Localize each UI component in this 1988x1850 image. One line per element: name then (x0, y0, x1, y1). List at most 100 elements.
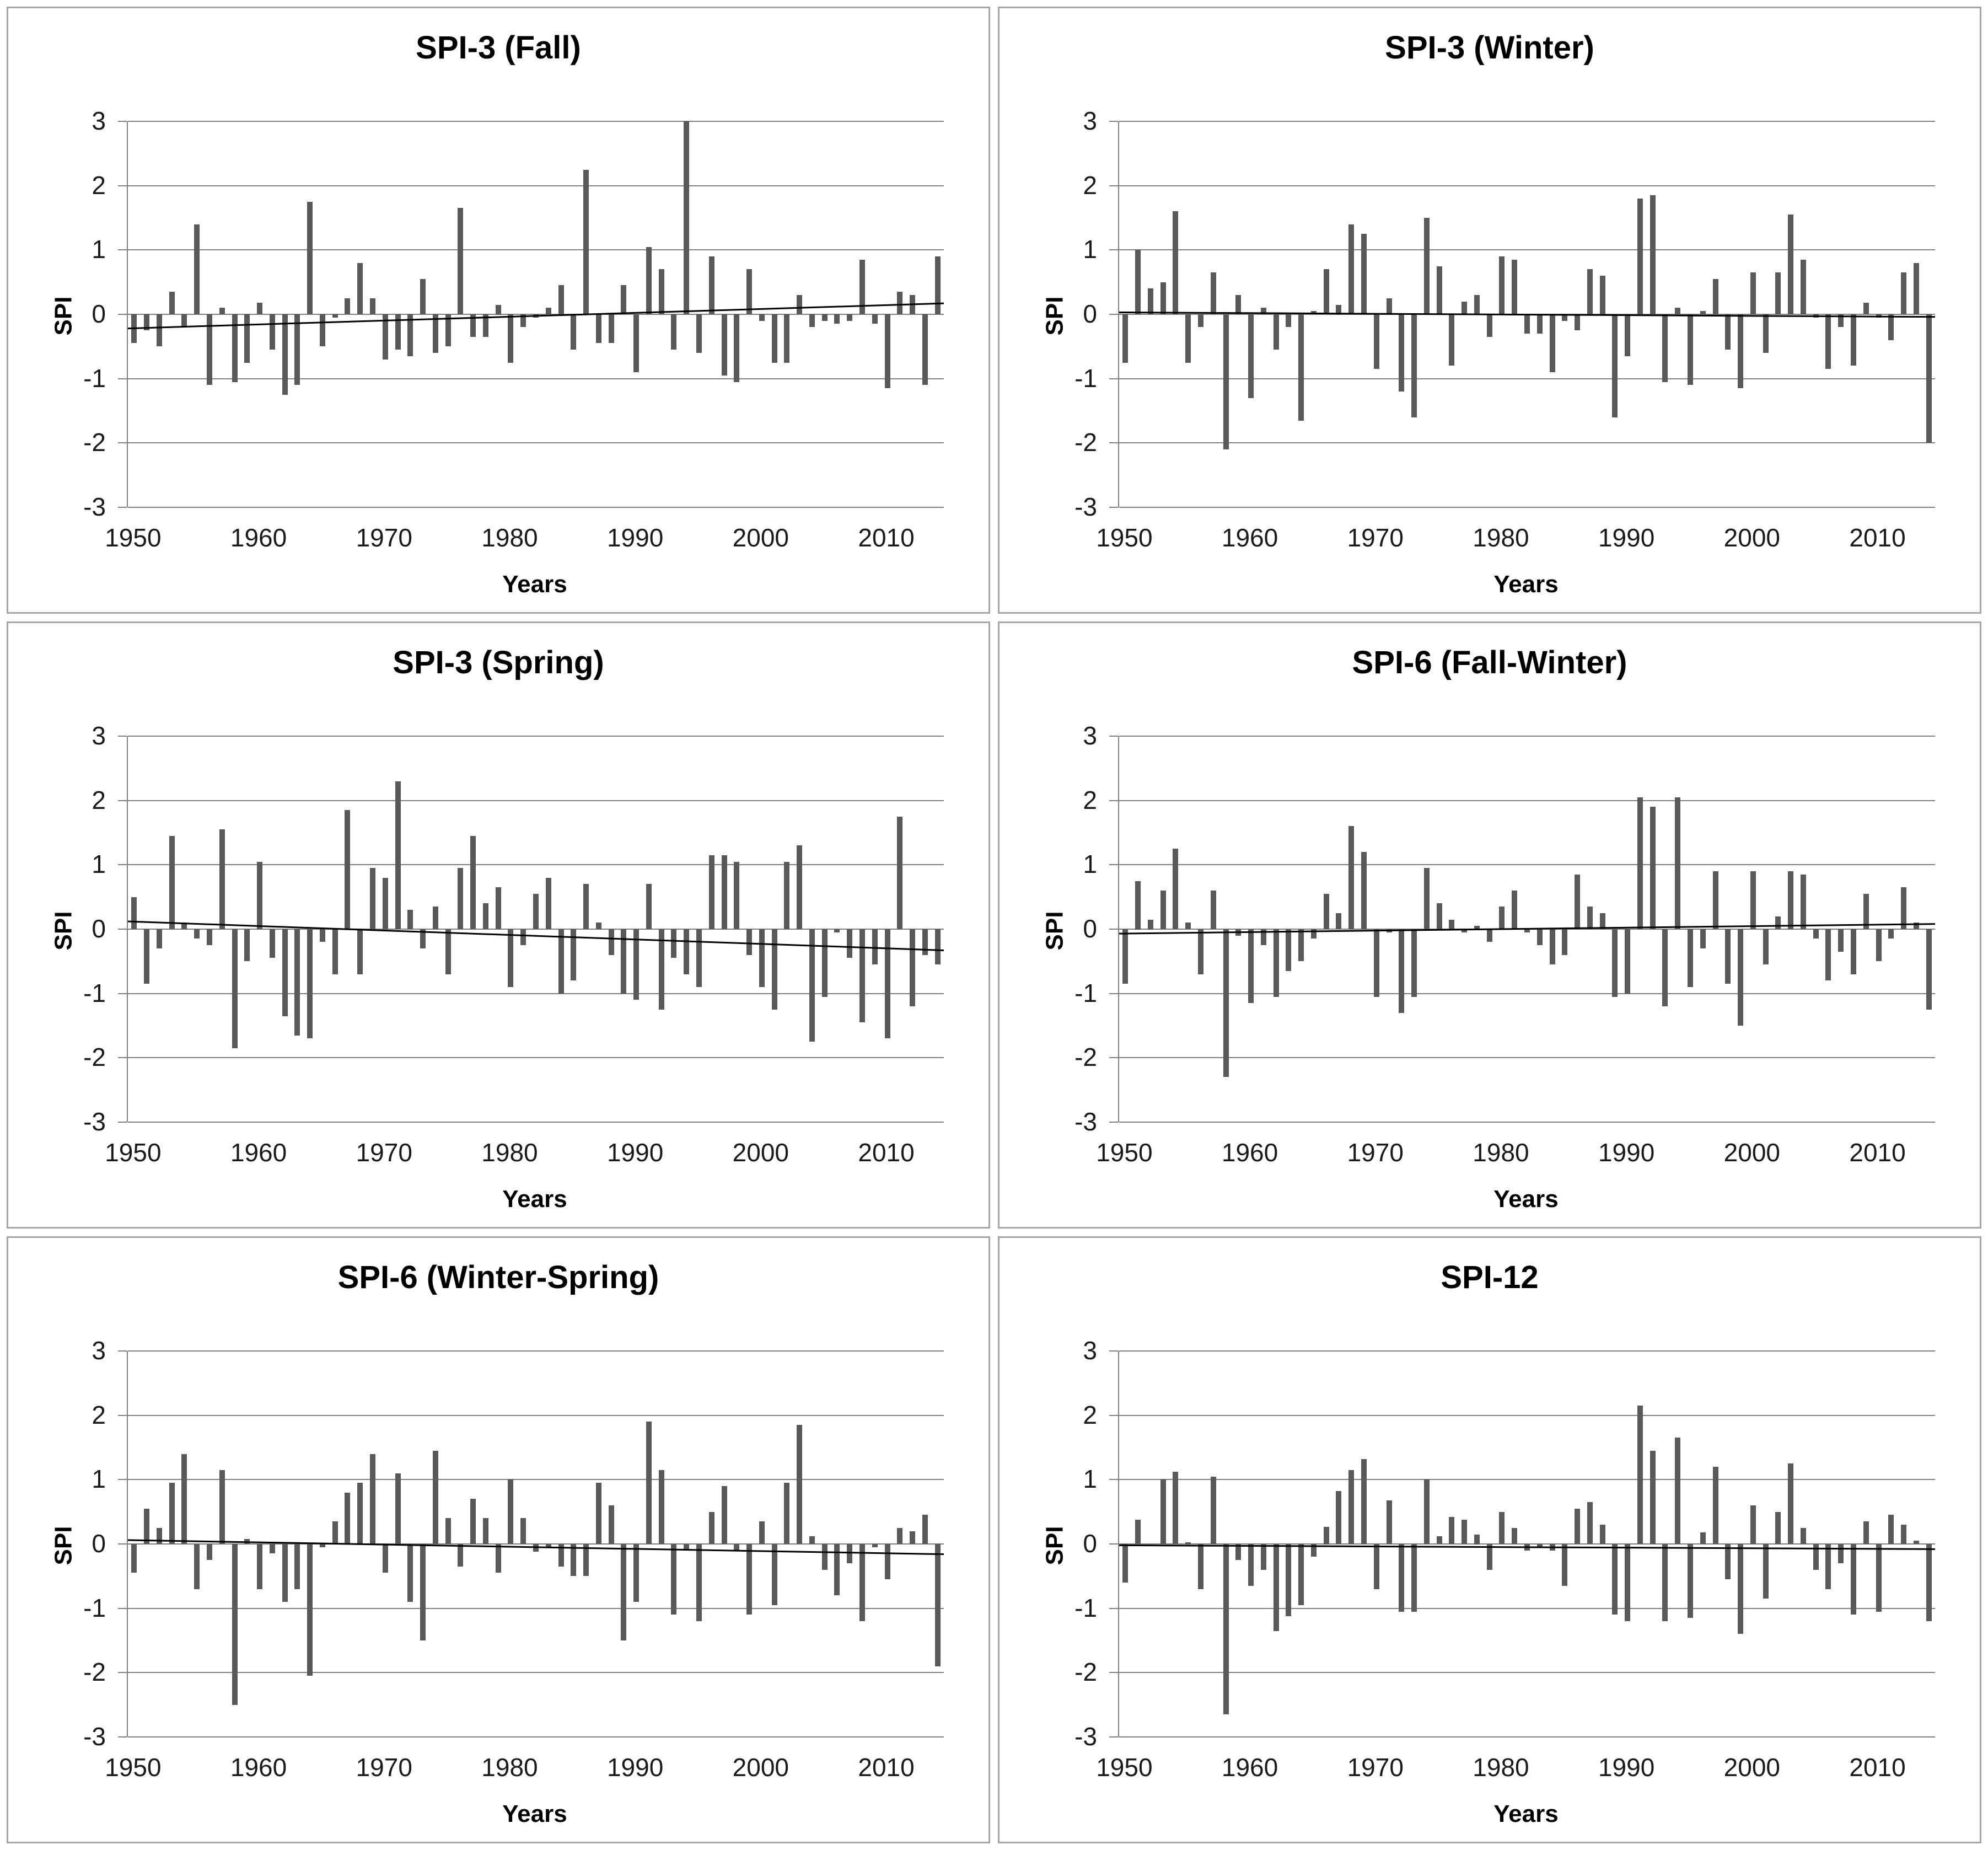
bar-1956 (207, 1544, 212, 1560)
bar-1980 (508, 314, 513, 363)
bar-1982 (1524, 314, 1530, 334)
y-tick-label: 0 (1083, 299, 1097, 328)
bar-1966 (1324, 894, 1329, 929)
bar-2010 (885, 314, 890, 388)
gridline-y-2 (128, 442, 944, 444)
bar-1962 (282, 1544, 288, 1602)
bar-1999 (746, 269, 752, 314)
bar-1951 (144, 1509, 149, 1544)
gridline-y2 (128, 800, 944, 801)
bar-1998 (1725, 1544, 1731, 1579)
bar-1996 (1700, 311, 1706, 314)
trend-line (1119, 312, 1936, 318)
bar-2009 (1863, 894, 1869, 929)
bar-1998 (1725, 314, 1731, 350)
bar-1980 (508, 929, 513, 987)
bar-2003 (797, 845, 802, 929)
bar-1982 (1524, 929, 1530, 932)
bar-1953 (1160, 282, 1166, 314)
y-tick-label: -3 (1074, 492, 1097, 521)
bar-1998 (1725, 929, 1731, 984)
bar-1990 (633, 1544, 639, 1602)
y-tick-label: 3 (92, 1336, 106, 1365)
bar-1955 (1185, 1542, 1191, 1545)
bar-2001 (772, 314, 777, 363)
bar-1952 (1148, 920, 1153, 930)
bar-1965 (320, 929, 325, 942)
bar-1973 (420, 1544, 426, 1640)
bar-2005 (1813, 929, 1819, 939)
bar-1997 (1713, 279, 1718, 314)
bar-1986 (1575, 1509, 1580, 1544)
bar-1977 (1462, 929, 1467, 932)
bar-2004 (809, 314, 815, 327)
bar-1955 (194, 224, 200, 314)
bar-1989 (621, 1544, 626, 1640)
x-tick-label-1960: 1960 (1221, 523, 1278, 552)
y-tickmark (1109, 1350, 1118, 1352)
bar-1994 (1675, 308, 1680, 314)
bar-2000 (759, 1521, 765, 1544)
x-tick-label-2010: 2010 (1849, 1753, 1906, 1782)
y-tickmark (1109, 736, 1118, 737)
bar-2002 (1775, 272, 1781, 314)
x-tick-label-1950: 1950 (1096, 1753, 1153, 1782)
bar-2004 (809, 929, 815, 1042)
bar-1963 (294, 929, 300, 1036)
bar-2005 (822, 929, 828, 997)
bar-2001 (1763, 929, 1769, 964)
y-tickmark (118, 1350, 127, 1352)
y-tick-label: -3 (83, 492, 106, 521)
bar-2007 (847, 1544, 852, 1563)
bar-1950 (1122, 314, 1128, 363)
bar-2008 (1851, 314, 1856, 366)
bar-1972 (1399, 314, 1404, 392)
bar-1975 (445, 929, 451, 974)
y-tick-label: -3 (83, 1107, 106, 1136)
bar-2003 (797, 1425, 802, 1544)
bar-2008 (1851, 929, 1856, 974)
bar-1979 (496, 887, 501, 929)
bar-1959 (244, 314, 250, 363)
bar-1984 (558, 285, 564, 314)
bar-1989 (1612, 314, 1618, 417)
y-tickmark (118, 121, 127, 122)
trend-line (127, 302, 944, 330)
bar-2014 (1926, 1544, 1932, 1621)
bar-1990 (1625, 1544, 1630, 1621)
x-tick-label-2000: 2000 (1723, 1138, 1781, 1167)
chart-panel-5: SPI-6 (Winter-Spring) SPI 3 2 1 0 -1 -2 -3 Yea… (7, 1236, 990, 1843)
plot-area: 3 2 1 0 -1 -2 -3 (83, 106, 944, 521)
bar-1951 (1135, 1520, 1141, 1544)
bar-1967 (1336, 913, 1341, 929)
x-tick-label-1980: 1980 (481, 1753, 538, 1782)
gridline-y3 (1119, 1350, 1935, 1352)
bar-1983 (1537, 314, 1543, 334)
x-tick-label-1960: 1960 (1221, 1138, 1278, 1167)
gridline-y-1 (128, 1607, 944, 1609)
x-tick-label-1960: 1960 (1221, 1753, 1278, 1782)
bar-1979 (1487, 1544, 1492, 1570)
bar-1984 (558, 1544, 564, 1567)
bar-1963 (1286, 314, 1291, 327)
bar-1995 (1688, 314, 1693, 385)
y-tick-label: 3 (92, 106, 106, 135)
bar-2001 (1763, 1544, 1769, 1599)
y-tick-label: -3 (1074, 1722, 1097, 1751)
bar-1985 (1562, 1544, 1567, 1586)
bar-2009 (872, 929, 878, 964)
y-tick-label: -1 (1074, 363, 1097, 393)
y-tickmark (118, 1057, 127, 1059)
bar-1957 (1211, 272, 1216, 314)
gridline-y-1 (1119, 378, 1935, 379)
bar-2006 (834, 929, 840, 932)
y-tick-label: -1 (83, 363, 106, 393)
gridline-y0 (128, 929, 944, 930)
bar-1951 (1135, 881, 1141, 930)
bar-1981 (520, 1518, 526, 1544)
bar-1955 (1185, 314, 1191, 363)
y-tick-label: -1 (1074, 978, 1097, 1007)
gridline-y-1 (1119, 1607, 1935, 1609)
bar-1988 (1600, 913, 1605, 929)
